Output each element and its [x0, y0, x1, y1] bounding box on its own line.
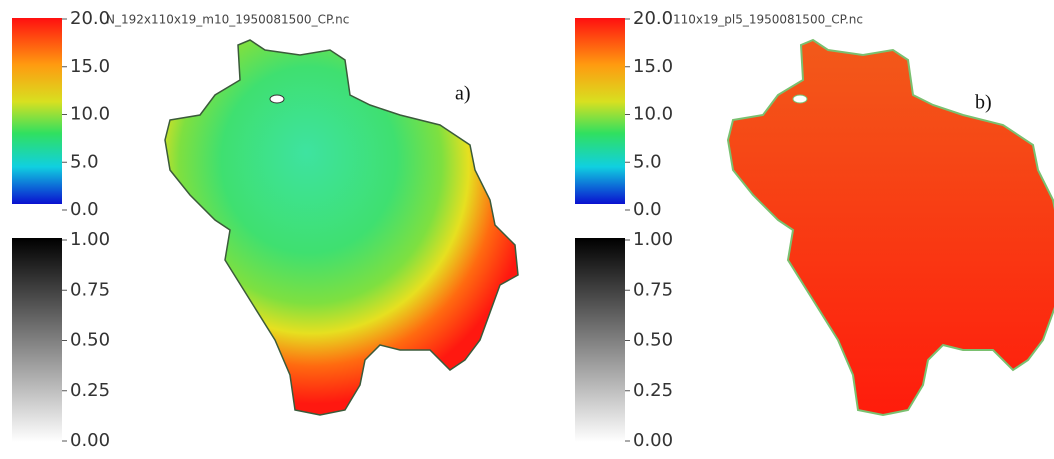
- gray-bar: [575, 238, 625, 442]
- gray-tick-label: 0.75: [633, 279, 673, 300]
- map-hole: [269, 94, 285, 104]
- map-region: [727, 39, 1054, 416]
- color-tick-label: 10.0: [70, 104, 110, 125]
- panel-label: a): [455, 83, 471, 105]
- color-tick-label: 20.0: [70, 8, 110, 29]
- gray-tick-label: 0.25: [633, 380, 673, 401]
- panel-a: N_192x110x19_m10_1950081500_CP.nc a) 20.0 1…: [12, 8, 519, 451]
- gray-tick-label: 0.00: [70, 430, 110, 451]
- color-tick-label: 0.0: [633, 199, 662, 220]
- gray-tick-label: 0.50: [70, 330, 110, 351]
- color-tick-label: 15.0: [70, 56, 110, 77]
- color-bar: [575, 18, 625, 204]
- gray-tick-label: 1.00: [633, 229, 673, 250]
- file-name: 110x19_pl5_1950081500_CP.nc: [673, 13, 863, 27]
- map-hole: [792, 94, 808, 104]
- gray-tick-label: 0.00: [633, 430, 673, 451]
- color-tick-label: 5.0: [633, 151, 662, 172]
- gray-tick-label: 1.00: [70, 229, 110, 250]
- color-tick-label: 5.0: [70, 151, 99, 172]
- panel-b: 110x19_pl5_1950081500_CP.nc b) 20.0 15.0 10.…: [575, 8, 1054, 451]
- file-name: N_192x110x19_m10_1950081500_CP.nc: [106, 13, 349, 27]
- gray-tick-label: 0.50: [633, 330, 673, 351]
- color-tick-label: 0.0: [70, 199, 99, 220]
- gray-tick-label: 0.75: [70, 279, 110, 300]
- color-tick-label: 15.0: [633, 56, 673, 77]
- color-tick-label: 10.0: [633, 104, 673, 125]
- gray-bar: [12, 238, 62, 442]
- color-bar: [12, 18, 62, 204]
- gray-tick-label: 0.25: [70, 380, 110, 401]
- color-tick-label: 20.0: [633, 8, 673, 29]
- panel-label: b): [975, 92, 992, 114]
